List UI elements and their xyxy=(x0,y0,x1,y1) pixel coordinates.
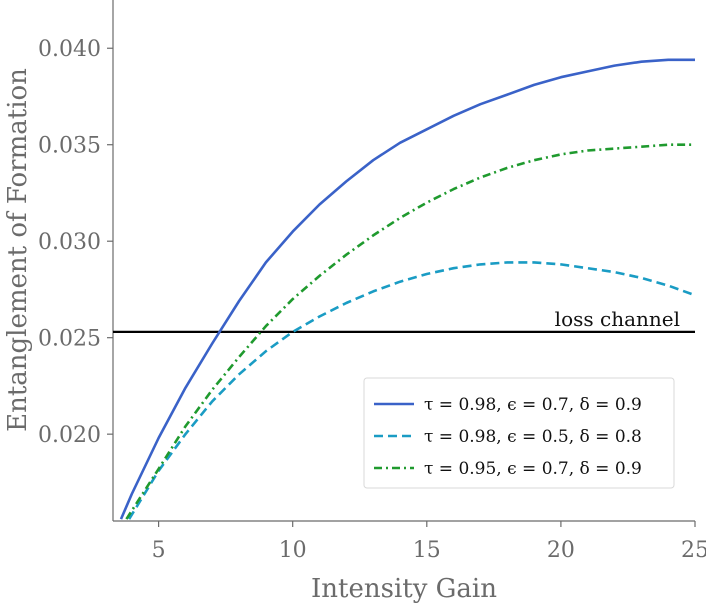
series-line-1 xyxy=(119,58,695,520)
loss-channel-label: loss channel xyxy=(555,307,680,331)
legend-label-2: τ = 0.98, ϵ = 0.5, δ = 0.8 xyxy=(424,427,642,447)
y-tick-label: 0.030 xyxy=(38,230,101,255)
legend-label-1: τ = 0.98, ϵ = 0.7, δ = 0.9 xyxy=(424,395,642,415)
x-axis-title: Intensity Gain xyxy=(311,574,497,604)
series-line-3 xyxy=(125,143,695,520)
y-axis-title: Entanglement of Formation xyxy=(3,68,33,432)
series-line-2 xyxy=(127,261,695,520)
series-lines xyxy=(119,58,695,520)
y-tick-label: 0.020 xyxy=(38,423,101,448)
y-tick-label: 0.040 xyxy=(38,37,101,62)
axis-ticks: 5 10 15 20 25 0.020 0.025 0.030 0.035 0.040 xyxy=(38,37,706,563)
y-tick-label: 0.025 xyxy=(38,327,101,352)
legend: τ = 0.98, ϵ = 0.7, δ = 0.9 τ = 0.98, ϵ = … xyxy=(363,377,675,489)
x-tick-label: 20 xyxy=(547,538,575,563)
x-tick-label: 10 xyxy=(279,538,307,563)
legend-box xyxy=(363,377,675,489)
x-tick-label: 25 xyxy=(681,538,706,563)
x-tick-label: 5 xyxy=(152,538,166,563)
legend-label-3: τ = 0.95, ϵ = 0.7, δ = 0.9 xyxy=(424,459,642,479)
y-tick-label: 0.035 xyxy=(38,134,101,159)
x-tick-label: 15 xyxy=(413,538,441,563)
